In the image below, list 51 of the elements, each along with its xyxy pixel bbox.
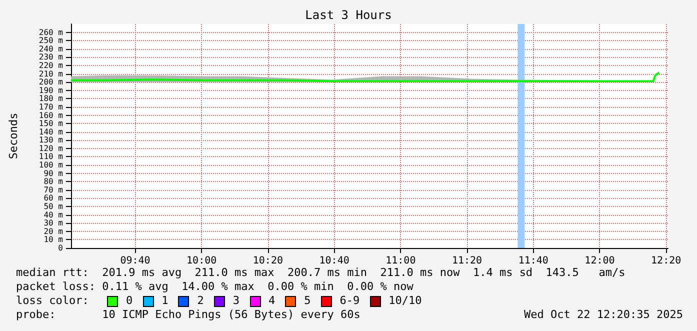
y-tick-label: 190 m: [38, 86, 64, 95]
y-tick-label: 70 m: [44, 185, 64, 194]
text: 5: [304, 294, 311, 308]
y-tick-label: 180 m: [38, 94, 64, 104]
x-tick-label: 10:20: [252, 256, 283, 266]
x-tick-label: 12:20: [651, 256, 682, 266]
y-tick-label: 80 m: [44, 177, 64, 186]
y-tick-label: 20 m: [44, 226, 64, 236]
text: Wed Oct 22 12:20:35 2025: [524, 308, 683, 322]
chart-title: Last 3 Hours: [305, 8, 392, 22]
y-tick-label: 220 m: [38, 60, 64, 70]
text: 4: [268, 294, 276, 308]
text: 1: [162, 294, 168, 308]
y-tick-label: 50 m: [44, 202, 64, 212]
y-tick-label: 10 m: [44, 235, 64, 244]
y-tick-label: 120 m: [38, 144, 64, 153]
y-tick-label: 160 m: [38, 110, 64, 120]
x-tick-label: 10:00: [186, 256, 217, 266]
text: 2: [197, 294, 204, 308]
y-tick-label: 150 m: [38, 119, 64, 128]
text: packet loss: 0.11 % avg 14.00 % max 0.00 % min 0.00 % now: [16, 280, 414, 294]
text: 10/10: [388, 294, 422, 308]
y-tick-label: 170 m: [38, 102, 64, 112]
y-tick-label: 140 m: [38, 127, 64, 136]
y-tick-label: 130 m: [38, 136, 64, 145]
y-tick-label: 200 m: [38, 78, 64, 87]
y-tick-label: 260 m: [38, 28, 64, 37]
text: 6-9: [340, 294, 360, 308]
y-tick-label: 100 m: [38, 160, 64, 170]
y-tick-label: 90 m: [44, 168, 64, 178]
x-tick-label: 12:00: [584, 256, 615, 266]
text: probe: 10 ICMP Echo Pings (56 Bytes) every 60s: [16, 308, 360, 322]
y-tick-label: 110 m: [38, 152, 64, 162]
x-tick-label: 11:40: [518, 256, 548, 266]
x-tick-label: 09:40: [120, 256, 150, 266]
x-tick-label: 11:20: [452, 256, 482, 266]
text: loss color:: [16, 294, 90, 308]
y-tick-label: 240 m: [38, 44, 64, 54]
y-tick-label: 40 m: [44, 210, 64, 220]
y-tick-label: 230 m: [38, 52, 64, 62]
text: 3: [232, 294, 240, 308]
y-tick-label: 250 m: [38, 36, 64, 46]
y-tick-label: 30 m: [44, 218, 64, 228]
text: median rtt: 201.9 ms avg 211.0 ms max 200.7 ms min 211.0 ms now 1.4 ms sd 143.5 am/s: [16, 266, 626, 280]
y-tick-label: 0: [58, 244, 64, 252]
x-tick-label: 11:00: [386, 256, 416, 266]
y-tick-label: 210 m: [38, 69, 64, 78]
y-axis-title: Seconds: [7, 112, 20, 160]
x-tick-label: 10:40: [319, 256, 350, 266]
text: 0: [126, 294, 133, 308]
y-tick-label: 60 m: [44, 194, 64, 203]
